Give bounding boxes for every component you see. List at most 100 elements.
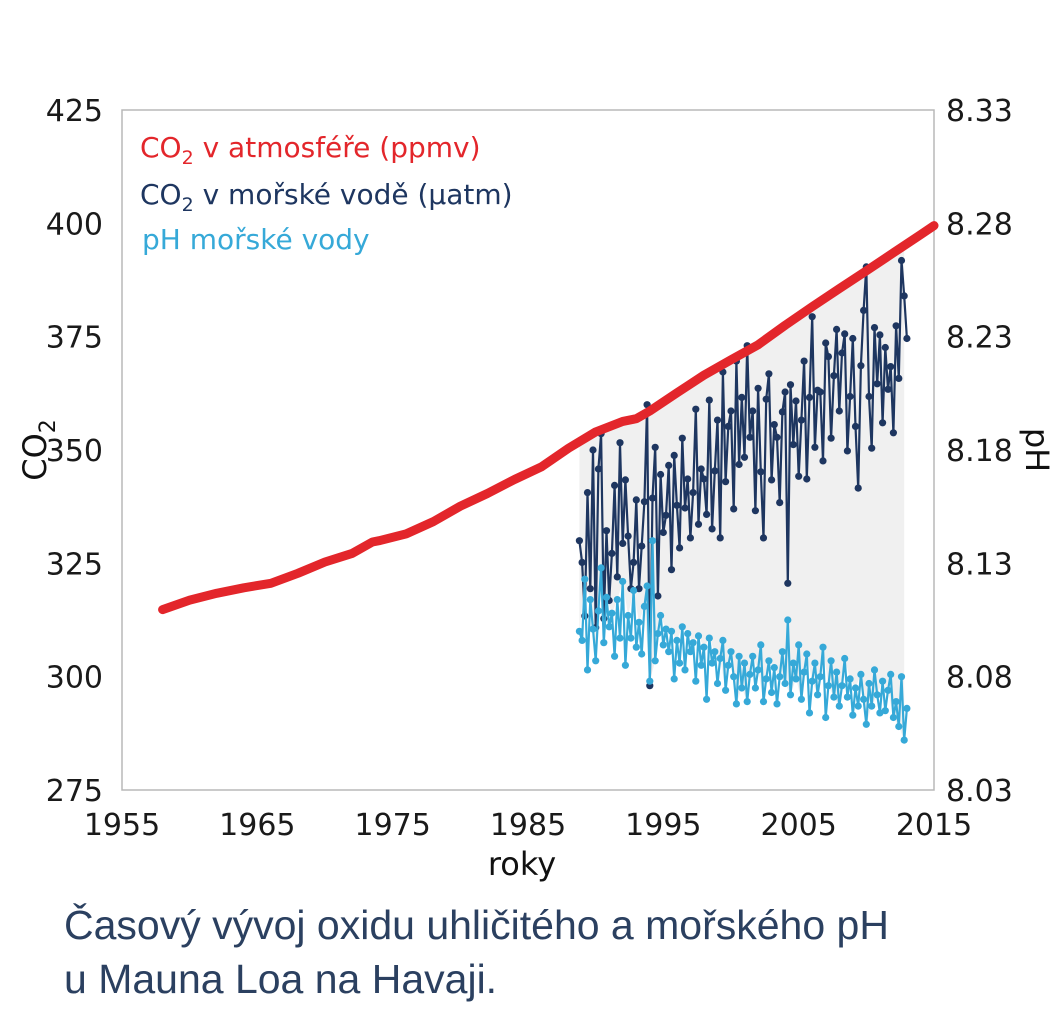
- data-point-seawater: [667, 566, 676, 574]
- data-point-ph: [833, 668, 841, 676]
- data-point-ph: [824, 682, 833, 690]
- left-y-tick-label: 375: [46, 321, 103, 356]
- data-point-seawater: [887, 363, 895, 371]
- x-tick-label: 2005: [760, 808, 836, 843]
- legend-atmosphere-main: CO: [140, 131, 182, 164]
- legend-atmosphere: CO2 v atmosféře (ppmv): [140, 131, 481, 169]
- data-point-ph: [700, 643, 708, 651]
- data-point-seawater: [865, 392, 873, 401]
- data-point-seawater: [819, 457, 827, 465]
- data-point-seawater: [632, 496, 640, 504]
- data-point-ph: [689, 639, 697, 647]
- data-point-ph: [868, 702, 876, 710]
- data-point-ph: [770, 664, 778, 672]
- data-point-seawater: [759, 534, 768, 542]
- data-point-ph: [630, 586, 638, 595]
- series-ph: [575, 537, 911, 744]
- data-point-ph: [889, 713, 898, 722]
- data-point-seawater: [805, 393, 814, 401]
- data-point-seawater: [762, 395, 770, 403]
- data-point-ph: [681, 666, 689, 674]
- data-point-seawater: [897, 256, 906, 265]
- data-point-ph: [854, 702, 862, 710]
- data-point-seawater: [776, 499, 784, 507]
- data-point-seawater: [868, 444, 876, 452]
- data-point-ph: [786, 691, 795, 699]
- data-point-ph: [884, 686, 892, 694]
- data-point-ph: [651, 657, 659, 665]
- data-point-ph: [759, 698, 768, 706]
- data-point-seawater: [835, 407, 843, 415]
- data-point-ph: [762, 675, 770, 683]
- data-point-seawater: [722, 478, 730, 486]
- data-point-seawater: [833, 325, 841, 333]
- data-point-seawater: [711, 467, 719, 475]
- data-point-seawater: [724, 422, 732, 430]
- data-point-ph: [862, 720, 870, 728]
- data-point-ph: [708, 659, 716, 667]
- data-point-seawater: [713, 416, 722, 424]
- x-tick-label: 1965: [219, 808, 295, 843]
- data-point-seawater: [659, 528, 667, 537]
- data-point-seawater: [676, 544, 684, 552]
- data-point-ph: [670, 675, 678, 683]
- data-point-ph: [879, 677, 887, 685]
- data-point-seawater: [830, 372, 838, 380]
- data-point-seawater: [589, 446, 597, 454]
- data-point-seawater: [689, 489, 697, 497]
- data-point-ph: [903, 704, 911, 713]
- legend-atmosphere-subscript: 2: [182, 147, 194, 169]
- data-point-seawater: [808, 313, 816, 321]
- data-point-seawater: [654, 592, 662, 600]
- data-point-ph: [684, 630, 692, 638]
- data-point-seawater: [892, 322, 900, 330]
- data-point-seawater: [795, 472, 803, 480]
- gap-fill-area: [579, 245, 905, 741]
- data-point-ph: [735, 652, 743, 660]
- data-point-seawater: [716, 534, 724, 542]
- data-point-ph: [724, 661, 732, 669]
- data-point-seawater: [881, 343, 889, 352]
- series-atmosphere: [158, 221, 939, 615]
- data-point-ph: [635, 618, 643, 626]
- data-point-seawater: [635, 585, 643, 593]
- left-y-tick-label: 325: [46, 547, 103, 582]
- data-point-seawater: [789, 441, 797, 449]
- data-point-ph: [795, 641, 803, 649]
- data-point-seawater: [800, 357, 808, 365]
- data-point-ph: [643, 582, 651, 590]
- data-point-ph: [816, 673, 824, 681]
- right-axis-title: pH: [1018, 428, 1056, 472]
- data-point-ph: [594, 607, 603, 615]
- data-point-ph: [827, 657, 835, 665]
- data-point-seawater: [884, 385, 892, 393]
- data-point-seawater: [811, 443, 819, 451]
- data-point-ph: [686, 648, 695, 656]
- data-point-ph: [713, 679, 722, 688]
- data-point-seawater: [903, 334, 911, 343]
- data-point-ph: [738, 684, 746, 692]
- left-axis-title-main: CO: [16, 433, 54, 481]
- legend-seawater-subscript: 2: [182, 194, 194, 216]
- data-point-seawater: [665, 461, 673, 469]
- data-point-ph: [611, 652, 619, 660]
- data-point-seawater: [851, 422, 860, 430]
- data-point-seawater: [738, 393, 746, 401]
- data-point-seawater: [694, 520, 703, 528]
- data-point-ph: [575, 627, 584, 635]
- data-point-ph: [673, 636, 681, 645]
- data-point-seawater: [619, 539, 627, 548]
- data-point-seawater: [792, 397, 800, 405]
- legend-seawater-rest: v mořské vodě (µatm): [194, 178, 513, 211]
- data-point-seawater: [616, 439, 624, 447]
- data-point-ph: [619, 577, 627, 586]
- data-point-ph: [746, 670, 754, 679]
- data-point-seawater: [822, 339, 830, 347]
- data-point-ph: [846, 675, 854, 683]
- data-point-ph: [648, 537, 657, 545]
- data-point-ph: [667, 627, 676, 635]
- data-point-ph: [822, 713, 830, 722]
- series-line-atmosphere: [158, 221, 939, 615]
- data-point-seawater: [757, 468, 765, 476]
- left-y-tick-label: 350: [46, 434, 103, 469]
